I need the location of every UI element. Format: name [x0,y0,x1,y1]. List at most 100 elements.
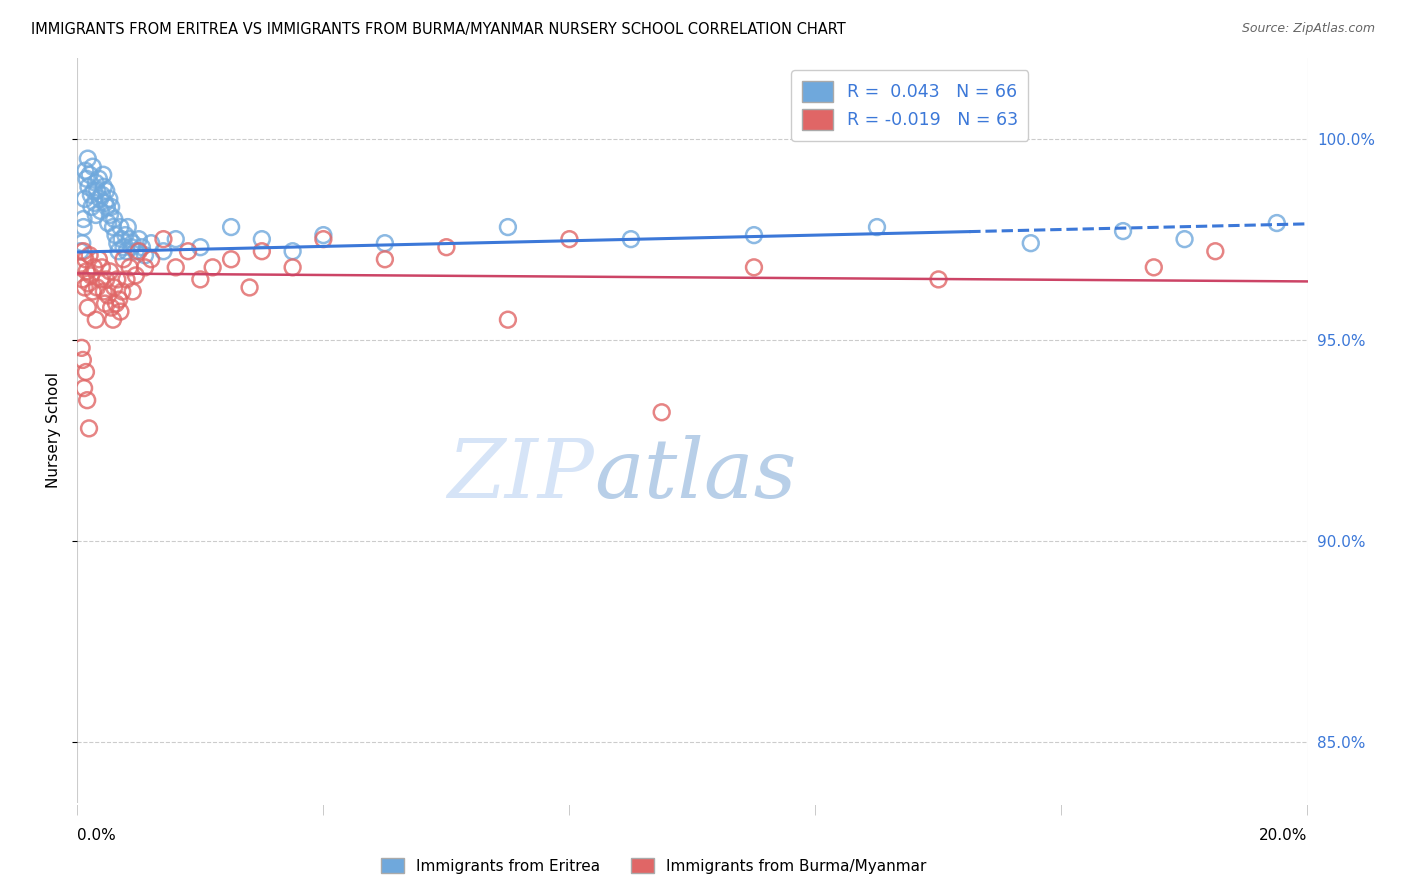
Point [94,296,117,310]
Point [165,260,187,275]
Point [105,296,128,310]
Point [219,220,242,235]
Point [1019,236,1042,251]
Point [76,152,98,166]
Point [94,195,117,210]
Point [84,312,107,326]
Point [73,192,96,206]
Legend: R =  0.043   N = 66, R = -0.019   N = 63: R = 0.043 N = 66, R = -0.019 N = 63 [792,70,1028,141]
Point [177,244,200,259]
Point [90,204,112,219]
Point [76,171,98,186]
Point [1265,216,1288,230]
Point [281,244,304,259]
Point [100,200,122,214]
Point [115,272,138,286]
Point [620,232,643,246]
Point [121,240,143,254]
Point [121,236,143,251]
Point [115,244,138,259]
Point [201,260,224,275]
Point [125,244,148,259]
Point [72,244,94,259]
Point [111,285,134,299]
Point [165,232,187,246]
Point [125,268,148,283]
Point [80,268,103,283]
Point [98,192,121,206]
Point [112,252,135,267]
Point [91,168,114,182]
Text: |: | [1060,805,1063,815]
Point [75,163,97,178]
Text: ZIP: ZIP [447,435,595,515]
Point [742,228,765,243]
Point [1112,224,1135,238]
Text: |: | [76,805,79,815]
Point [80,187,103,202]
Point [128,244,150,259]
Point [79,248,101,262]
Point [70,341,93,355]
Point [73,381,96,395]
Point [239,280,262,294]
Point [1204,244,1226,259]
Point [90,260,114,275]
Point [93,179,115,194]
Point [866,220,889,235]
Point [928,272,950,286]
Point [103,212,125,227]
Legend: Immigrants from Eritrea, Immigrants from Burma/Myanmar: Immigrants from Eritrea, Immigrants from… [375,852,932,880]
Point [131,240,153,254]
Text: |: | [322,805,325,815]
Point [374,236,396,251]
Point [281,260,304,275]
Point [70,272,93,286]
Point [82,285,104,299]
Text: |: | [814,805,817,815]
Point [250,232,273,246]
Point [1143,260,1166,275]
Point [118,260,141,275]
Point [117,220,139,235]
Point [72,212,94,227]
Point [86,184,108,198]
Point [496,220,519,235]
Point [69,244,91,259]
Point [77,277,100,291]
Point [72,353,94,368]
Point [128,232,150,246]
Point [83,184,105,198]
Point [75,365,97,379]
Point [152,244,174,259]
Point [108,293,131,307]
Text: IMMIGRANTS FROM ERITREA VS IMMIGRANTS FROM BURMA/MYANMAR NURSERY SCHOOL CORRELAT: IMMIGRANTS FROM ERITREA VS IMMIGRANTS FR… [31,22,845,37]
Point [98,264,121,278]
Point [101,220,124,235]
Point [1174,232,1197,246]
Point [118,232,141,246]
Point [101,312,124,326]
Point [141,236,163,251]
Point [79,168,101,182]
Point [110,220,132,235]
Point [87,171,110,186]
Point [105,236,128,251]
Text: |: | [1306,805,1309,815]
Point [112,240,135,254]
Point [558,232,581,246]
Point [69,260,91,275]
Point [107,244,129,259]
Point [312,228,335,243]
Point [103,280,125,294]
Point [100,301,122,315]
Point [96,272,118,286]
Point [70,236,93,251]
Point [83,195,105,210]
Point [87,252,110,267]
Point [96,200,118,214]
Point [312,232,335,246]
Point [93,285,115,299]
Point [134,260,156,275]
Point [134,248,156,262]
